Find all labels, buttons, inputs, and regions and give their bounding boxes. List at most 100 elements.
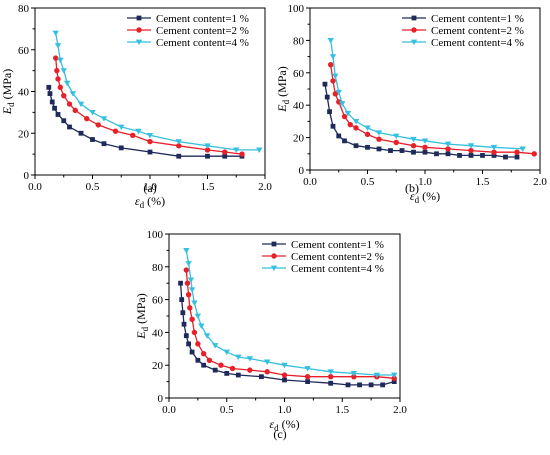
data-point: [388, 148, 393, 153]
data-point: [304, 366, 311, 372]
series-line: [48, 87, 242, 157]
data-point: [445, 146, 451, 152]
data-point: [514, 154, 520, 160]
data-point: [100, 116, 108, 122]
data-point: [184, 280, 191, 286]
data-point: [327, 109, 332, 115]
x-axis-label-subscript: d: [415, 195, 420, 205]
y-tick-label: 100: [288, 3, 305, 15]
legend-entry: Cement content=1 %: [431, 13, 524, 25]
data-point: [239, 151, 245, 157]
series-0: [322, 81, 520, 160]
y-tick-label: 20: [293, 133, 305, 145]
legend: Cement content=1 %Cement content=2 %Ceme…: [262, 239, 384, 275]
series-1: [328, 61, 537, 157]
data-point: [330, 78, 336, 84]
data-point: [176, 143, 182, 149]
data-point: [233, 147, 240, 153]
data-point: [457, 153, 462, 158]
data-point: [95, 122, 101, 128]
y-axis-label-symbol: E: [275, 104, 289, 113]
data-point: [332, 91, 338, 97]
data-point: [218, 362, 224, 368]
x-axis-label-subscript: d: [274, 423, 279, 433]
data-point: [445, 151, 451, 157]
y-axis-label-subscript: d: [6, 102, 16, 107]
y-tick-label: 80: [18, 3, 30, 15]
data-point: [345, 382, 351, 388]
data-point: [330, 123, 336, 129]
legend: Cement content=1 %Cement content=2 %Ceme…: [127, 13, 249, 49]
legend-marker: [411, 15, 417, 21]
series-line: [55, 32, 260, 151]
data-point: [54, 67, 60, 74]
data-point: [328, 380, 334, 386]
data-point: [187, 277, 195, 283]
data-point: [531, 151, 537, 157]
data-point: [57, 57, 64, 64]
data-point: [353, 125, 359, 131]
y-tick-label: 100: [147, 229, 164, 241]
legend-marker: [411, 27, 417, 33]
panel-caption: (a): [143, 181, 156, 195]
data-point: [200, 351, 207, 357]
y-tick-label: 60: [152, 295, 164, 307]
data-point: [391, 379, 397, 384]
data-point: [256, 147, 263, 153]
data-point: [344, 110, 352, 117]
data-point: [180, 310, 186, 316]
data-point: [229, 365, 236, 372]
data-point: [364, 125, 371, 131]
data-point: [336, 133, 342, 139]
data-point: [204, 143, 211, 149]
y-axis-label-subscript: d: [281, 99, 291, 104]
x-tick-label: 1.5: [476, 176, 490, 188]
data-point: [410, 143, 417, 149]
y-axis-label-unit: (MPa): [0, 69, 14, 103]
data-point: [57, 84, 63, 91]
data-point: [198, 323, 205, 329]
data-point: [444, 141, 452, 148]
data-point: [118, 145, 124, 151]
data-point: [46, 84, 52, 90]
legend-entry: Cement content=1 %: [291, 239, 384, 251]
data-point: [246, 356, 254, 362]
data-point: [282, 377, 287, 383]
data-point: [183, 248, 190, 254]
data-point: [183, 333, 189, 339]
y-axis-label: Ed (MPa): [0, 69, 16, 116]
series-2: [327, 38, 526, 152]
legend-marker: [410, 39, 418, 46]
series-0: [46, 84, 245, 159]
data-point: [336, 99, 342, 105]
data-point: [328, 61, 334, 68]
data-point: [188, 287, 196, 293]
data-point: [263, 359, 271, 365]
data-point: [224, 371, 230, 376]
data-point: [204, 147, 211, 153]
legend: Cement content=1 %Cement content=2 %Ceme…: [402, 13, 524, 49]
x-tick-label: 2.0: [533, 176, 547, 188]
data-point: [55, 112, 61, 117]
series-1: [183, 267, 397, 382]
y-tick-label: 80: [152, 262, 164, 274]
data-point: [130, 132, 136, 139]
data-point: [189, 349, 195, 355]
data-point: [514, 149, 520, 155]
y-tick-label: 40: [18, 87, 30, 99]
data-point: [422, 149, 428, 155]
y-axis-label: Ed (MPa): [134, 293, 150, 340]
data-point: [222, 149, 228, 155]
data-point: [468, 147, 474, 154]
x-axis-label-symbol: ε: [135, 194, 140, 208]
legend-entry: Cement content=2 %: [291, 251, 384, 263]
x-tick-label: 1.0: [143, 181, 157, 193]
data-point: [146, 132, 154, 139]
data-point: [112, 128, 119, 134]
data-point: [212, 367, 218, 373]
data-point: [281, 362, 288, 369]
data-point: [47, 91, 53, 96]
x-axis-label-subscript: d: [140, 200, 145, 210]
